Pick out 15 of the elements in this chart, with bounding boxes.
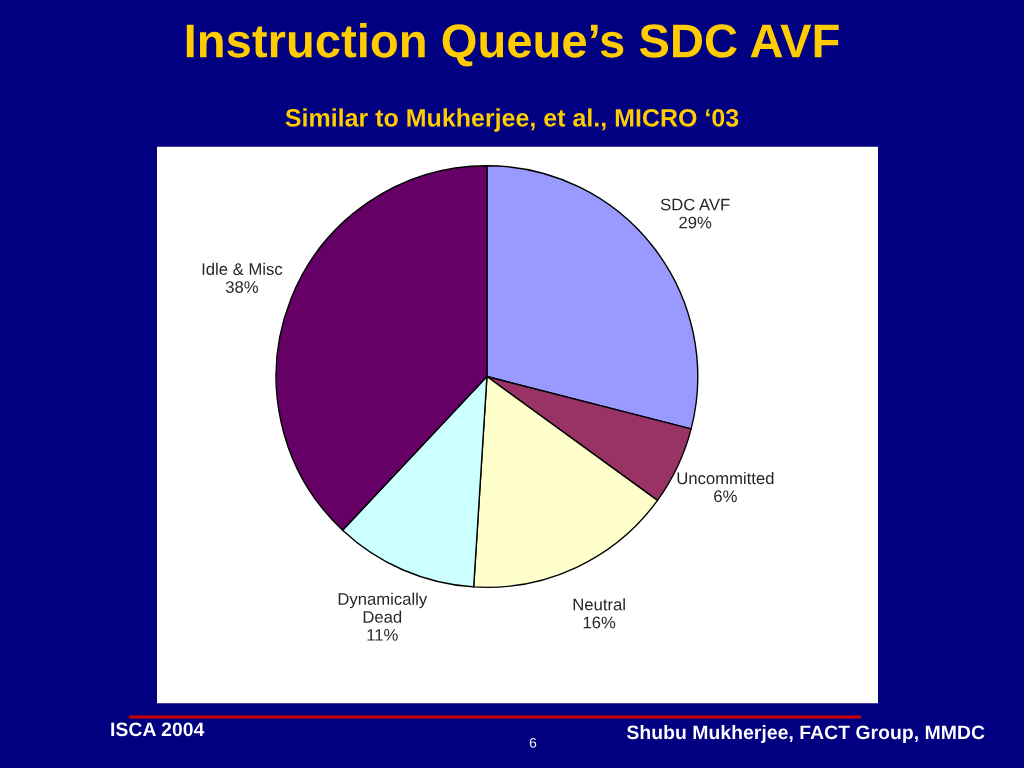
data-label: 11% [367, 629, 398, 641]
slice-label: Neutral [573, 598, 625, 611]
chart-subtitle: Similar to Mukherjee, et al., MICRO ‘03 [285, 108, 739, 132]
data-label: 16% [583, 616, 616, 629]
data-label: 29% [679, 216, 712, 229]
data-label: 6% [714, 490, 737, 503]
slice-label: Uncommitted [677, 471, 774, 485]
data-label: 38% [225, 281, 258, 293]
slice-label: Dynamically Dead [338, 592, 428, 623]
slice-label: SDC AVF [660, 198, 730, 211]
text: Shubu Mukherjee, FACT Group, MMDC [626, 724, 985, 744]
slice-label: Idle & Misc [202, 262, 283, 275]
text: ISCA 2004 [111, 722, 205, 737]
text: 6 [529, 737, 537, 748]
chart-title: Instruction Queue’s SDC AVF [186, 22, 839, 67]
